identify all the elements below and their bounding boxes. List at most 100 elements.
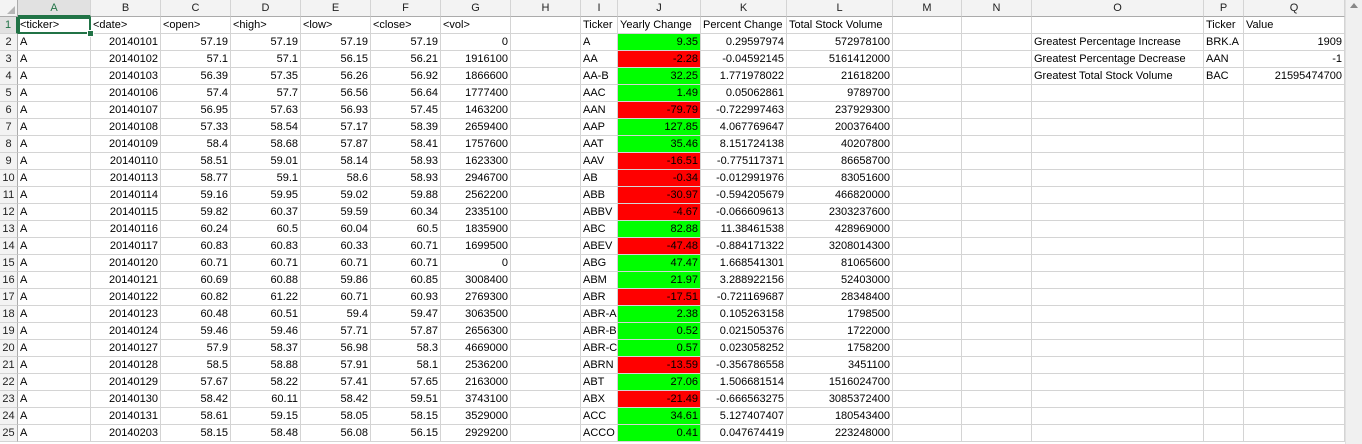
raw-data-cell[interactable]: 57.1 xyxy=(231,51,301,68)
percent-change-cell[interactable]: 0.05062861 xyxy=(701,85,787,102)
empty-cell[interactable] xyxy=(1032,153,1204,170)
raw-data-cell[interactable]: 57.19 xyxy=(161,34,231,51)
summary-ticker-cell[interactable]: AAV xyxy=(581,153,618,170)
raw-data-cell[interactable]: 57.9 xyxy=(161,340,231,357)
greatest-header-cell[interactable]: Ticker xyxy=(1204,17,1244,34)
raw-data-cell[interactable]: 59.47 xyxy=(371,306,441,323)
raw-data-cell[interactable]: 0 xyxy=(441,34,511,51)
raw-data-cell[interactable]: 56.15 xyxy=(371,425,441,442)
total-volume-cell[interactable]: 83051600 xyxy=(787,170,893,187)
summary-ticker-cell[interactable]: ABX xyxy=(581,391,618,408)
empty-cell[interactable] xyxy=(1244,187,1345,204)
empty-cell[interactable] xyxy=(1204,272,1244,289)
empty-cell[interactable] xyxy=(511,391,581,408)
total-volume-cell[interactable]: 1722000 xyxy=(787,323,893,340)
column-header-g[interactable]: G xyxy=(441,0,511,17)
summary-ticker-cell[interactable]: AA-B xyxy=(581,68,618,85)
percent-change-cell[interactable]: 1.668541301 xyxy=(701,255,787,272)
select-all-corner[interactable] xyxy=(0,0,18,17)
raw-data-cell[interactable]: 57.4 xyxy=(161,85,231,102)
empty-cell[interactable] xyxy=(962,68,1032,85)
empty-cell[interactable] xyxy=(893,68,962,85)
empty-cell[interactable] xyxy=(1204,425,1244,442)
empty-cell[interactable] xyxy=(962,391,1032,408)
raw-data-cell[interactable]: 60.5 xyxy=(231,221,301,238)
column-header-b[interactable]: B xyxy=(91,0,161,17)
yearly-change-cell[interactable]: 82.88 xyxy=(618,221,701,238)
total-volume-cell[interactable]: 52403000 xyxy=(787,272,893,289)
total-volume-cell[interactable]: 180543400 xyxy=(787,408,893,425)
summary-ticker-cell[interactable]: ABEV xyxy=(581,238,618,255)
empty-cell[interactable] xyxy=(1032,425,1204,442)
greatest-value-cell[interactable]: 21595474700 xyxy=(1244,68,1345,85)
raw-data-cell[interactable]: 60.04 xyxy=(301,221,371,238)
summary-header-cell[interactable]: Ticker xyxy=(581,17,618,34)
scroll-up-icon[interactable] xyxy=(1350,3,1358,8)
percent-change-cell[interactable]: -0.356786558 xyxy=(701,357,787,374)
raw-data-cell[interactable]: 2656300 xyxy=(441,323,511,340)
summary-ticker-cell[interactable]: ABR-A xyxy=(581,306,618,323)
total-volume-cell[interactable]: 1758200 xyxy=(787,340,893,357)
column-header-m[interactable]: M xyxy=(893,0,962,17)
greatest-value-cell[interactable]: -1 xyxy=(1244,51,1345,68)
raw-data-cell[interactable]: 1866600 xyxy=(441,68,511,85)
percent-change-cell[interactable]: 0.023058252 xyxy=(701,340,787,357)
raw-data-cell[interactable]: 1757600 xyxy=(441,136,511,153)
percent-change-cell[interactable]: 3.288922156 xyxy=(701,272,787,289)
raw-data-cell[interactable]: A xyxy=(18,51,91,68)
row-header-3[interactable]: 3 xyxy=(0,51,18,68)
empty-cell[interactable] xyxy=(1032,357,1204,374)
raw-data-cell[interactable]: A xyxy=(18,408,91,425)
empty-cell[interactable] xyxy=(962,408,1032,425)
empty-cell[interactable] xyxy=(1244,323,1345,340)
raw-data-cell[interactable]: 58.41 xyxy=(371,136,441,153)
column-header-o[interactable]: O xyxy=(1032,0,1204,17)
percent-change-cell[interactable]: -0.012991976 xyxy=(701,170,787,187)
empty-cell[interactable] xyxy=(511,425,581,442)
empty-cell[interactable] xyxy=(962,306,1032,323)
empty-cell[interactable] xyxy=(1032,136,1204,153)
empty-cell[interactable] xyxy=(1204,374,1244,391)
raw-data-cell[interactable]: 1835900 xyxy=(441,221,511,238)
raw-data-cell[interactable]: 59.15 xyxy=(231,408,301,425)
raw-data-cell[interactable]: 20140103 xyxy=(91,68,161,85)
raw-data-cell[interactable]: A xyxy=(18,306,91,323)
raw-data-cell[interactable]: 2769300 xyxy=(441,289,511,306)
empty-cell[interactable] xyxy=(1204,187,1244,204)
raw-data-cell[interactable]: 57.87 xyxy=(371,323,441,340)
yearly-change-cell[interactable]: 127.85 xyxy=(618,119,701,136)
yearly-change-cell[interactable]: 21.97 xyxy=(618,272,701,289)
summary-header-cell[interactable]: Total Stock Volume xyxy=(787,17,893,34)
raw-data-cell[interactable]: 56.15 xyxy=(301,51,371,68)
raw-data-cell[interactable]: 56.56 xyxy=(301,85,371,102)
raw-data-cell[interactable]: 57.19 xyxy=(301,34,371,51)
empty-cell[interactable] xyxy=(1032,289,1204,306)
column-header-n[interactable]: N xyxy=(962,0,1032,17)
empty-cell[interactable] xyxy=(1204,306,1244,323)
yearly-change-cell[interactable]: 2.38 xyxy=(618,306,701,323)
raw-data-cell[interactable]: 20140106 xyxy=(91,85,161,102)
greatest-ticker-cell[interactable]: BAC xyxy=(1204,68,1244,85)
empty-cell[interactable] xyxy=(1244,153,1345,170)
empty-cell[interactable] xyxy=(511,272,581,289)
raw-data-cell[interactable]: A xyxy=(18,425,91,442)
total-volume-cell[interactable]: 9789700 xyxy=(787,85,893,102)
empty-cell[interactable] xyxy=(1204,102,1244,119)
raw-data-cell[interactable]: 2562200 xyxy=(441,187,511,204)
raw-data-cell[interactable]: 20140121 xyxy=(91,272,161,289)
empty-cell[interactable] xyxy=(893,374,962,391)
empty-cell[interactable] xyxy=(511,374,581,391)
raw-data-cell[interactable]: 2335100 xyxy=(441,204,511,221)
empty-cell[interactable] xyxy=(1244,391,1345,408)
raw-data-cell[interactable]: 2163000 xyxy=(441,374,511,391)
empty-cell[interactable] xyxy=(893,306,962,323)
raw-data-cell[interactable]: 60.48 xyxy=(161,306,231,323)
column-header-q[interactable]: Q xyxy=(1244,0,1345,17)
empty-cell[interactable] xyxy=(962,136,1032,153)
empty-cell[interactable] xyxy=(1032,17,1204,34)
empty-cell[interactable] xyxy=(893,204,962,221)
percent-change-cell[interactable]: 0.021505376 xyxy=(701,323,787,340)
raw-data-cell[interactable]: 2929200 xyxy=(441,425,511,442)
yearly-change-cell[interactable]: -17.51 xyxy=(618,289,701,306)
percent-change-cell[interactable]: -0.775117371 xyxy=(701,153,787,170)
